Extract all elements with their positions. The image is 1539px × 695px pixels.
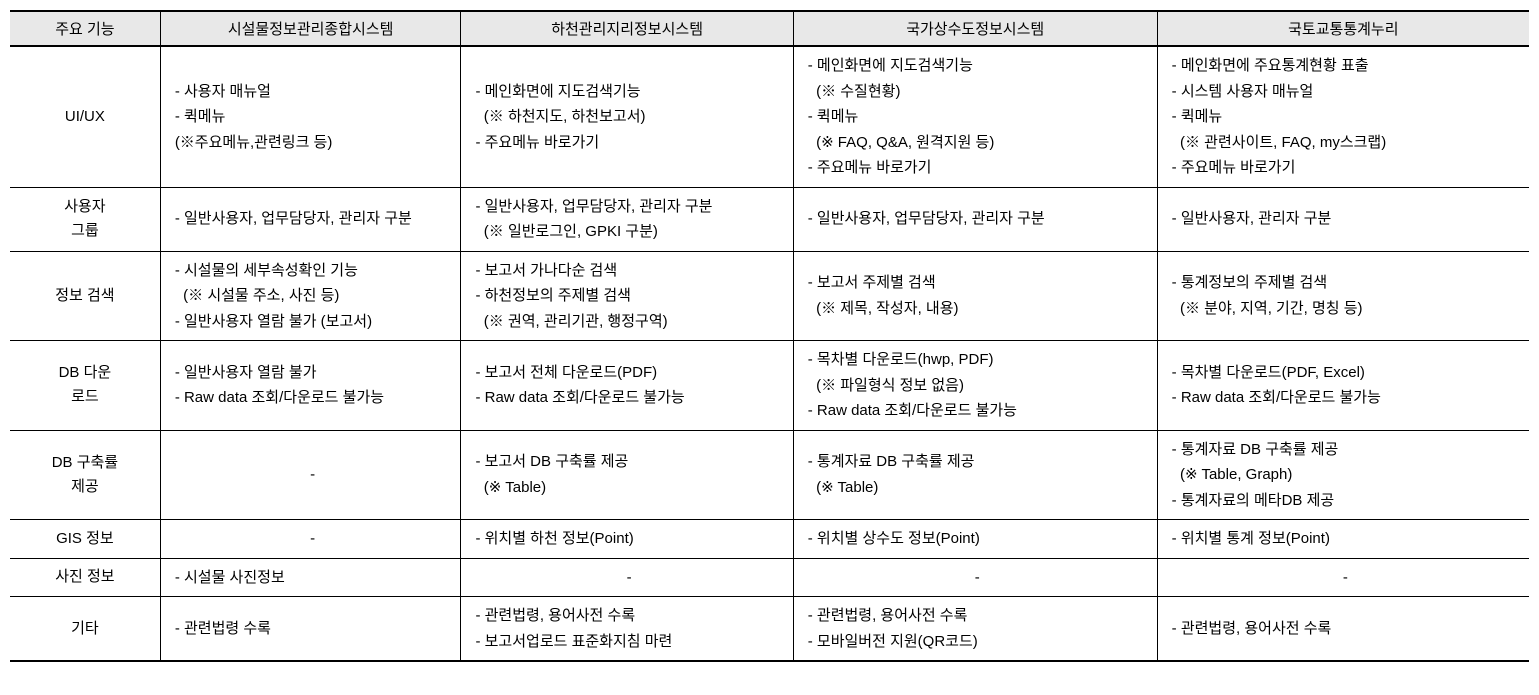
table-cell: - 관련법령, 용어사전 수록 <box>1157 597 1529 662</box>
table-cell: - 시설물 사진정보 <box>160 558 461 597</box>
table-row: UI/UX- 사용자 매뉴얼- 퀵메뉴(※주요메뉴,관련링크 등)- 메인화면에… <box>10 46 1529 187</box>
row-head: DB 다운로드 <box>10 341 160 431</box>
table-cell: - <box>461 558 793 597</box>
table-cell: - 일반사용자, 업무담당자, 관리자 구분 <box>793 187 1157 251</box>
table-cell: - 관련법령, 용어사전 수록- 보고서업로드 표준화지침 마련 <box>461 597 793 662</box>
col-header-system-3: 국가상수도정보시스템 <box>793 11 1157 46</box>
col-header-system-4: 국토교통통계누리 <box>1157 11 1529 46</box>
table-body: UI/UX- 사용자 매뉴얼- 퀵메뉴(※주요메뉴,관련링크 등)- 메인화면에… <box>10 46 1529 661</box>
row-head: 사용자그룹 <box>10 187 160 251</box>
table-row: GIS 정보-- 위치별 하천 정보(Point)- 위치별 상수도 정보(Po… <box>10 520 1529 559</box>
table-cell: - 시설물의 세부속성확인 기능 (※ 시설물 주소, 사진 등)- 일반사용자… <box>160 251 461 341</box>
table-cell: - 목차별 다운로드(PDF, Excel)- Raw data 조회/다운로드… <box>1157 341 1529 431</box>
table-cell: - 일반사용자, 업무담당자, 관리자 구분 <box>160 187 461 251</box>
table-cell: - 보고서 가나다순 검색- 하천정보의 주제별 검색 (※ 권역, 관리기관,… <box>461 251 793 341</box>
table-row: 기타- 관련법령 수록- 관련법령, 용어사전 수록- 보고서업로드 표준화지침… <box>10 597 1529 662</box>
table-cell: - <box>1157 558 1529 597</box>
table-cell: - 일반사용자 열람 불가- Raw data 조회/다운로드 불가능 <box>160 341 461 431</box>
table-cell: - 일반사용자, 업무담당자, 관리자 구분 (※ 일반로그인, GPKI 구분… <box>461 187 793 251</box>
table-cell: - <box>160 430 461 520</box>
table-header-row: 주요 기능 시설물정보관리종합시스템 하천관리지리정보시스템 국가상수도정보시스… <box>10 11 1529 46</box>
table-cell: - 관련법령 수록 <box>160 597 461 662</box>
col-header-system-1: 시설물정보관리종합시스템 <box>160 11 461 46</box>
table-cell: - 보고서 전체 다운로드(PDF)- Raw data 조회/다운로드 불가능 <box>461 341 793 431</box>
table-cell: - <box>160 520 461 559</box>
table-row: 정보 검색- 시설물의 세부속성확인 기능 (※ 시설물 주소, 사진 등)- … <box>10 251 1529 341</box>
table-row: 사진 정보- 시설물 사진정보--- <box>10 558 1529 597</box>
row-head: 정보 검색 <box>10 251 160 341</box>
table-cell: - 위치별 상수도 정보(Point) <box>793 520 1157 559</box>
row-head: UI/UX <box>10 46 160 187</box>
table-cell: - 위치별 통계 정보(Point) <box>1157 520 1529 559</box>
table-cell: - 메인화면에 주요통계현황 표출- 시스템 사용자 매뉴얼- 퀵메뉴 (※ 관… <box>1157 46 1529 187</box>
col-header-feature: 주요 기능 <box>10 11 160 46</box>
row-head: 사진 정보 <box>10 558 160 597</box>
table-cell: - 보고서 DB 구축률 제공 (※ Table) <box>461 430 793 520</box>
table-cell: - 사용자 매뉴얼- 퀵메뉴(※주요메뉴,관련링크 등) <box>160 46 461 187</box>
table-cell: - 위치별 하천 정보(Point) <box>461 520 793 559</box>
table-cell: - 메인화면에 지도검색기능 (※ 수질현황)- 퀵메뉴 (※ FAQ, Q&A… <box>793 46 1157 187</box>
comparison-table: 주요 기능 시설물정보관리종합시스템 하천관리지리정보시스템 국가상수도정보시스… <box>10 10 1529 662</box>
table-cell: - 통계자료 DB 구축률 제공 (※ Table) <box>793 430 1157 520</box>
table-cell: - 보고서 주제별 검색 (※ 제목, 작성자, 내용) <box>793 251 1157 341</box>
row-head: 기타 <box>10 597 160 662</box>
table-cell: - 일반사용자, 관리자 구분 <box>1157 187 1529 251</box>
table-cell: - <box>793 558 1157 597</box>
col-header-system-2: 하천관리지리정보시스템 <box>461 11 793 46</box>
table-row: DB 다운로드- 일반사용자 열람 불가- Raw data 조회/다운로드 불… <box>10 341 1529 431</box>
row-head: DB 구축률제공 <box>10 430 160 520</box>
table-row: DB 구축률제공-- 보고서 DB 구축률 제공 (※ Table)- 통계자료… <box>10 430 1529 520</box>
table-cell: - 통계자료 DB 구축률 제공 (※ Table, Graph)- 통계자료의… <box>1157 430 1529 520</box>
table-row: 사용자그룹- 일반사용자, 업무담당자, 관리자 구분- 일반사용자, 업무담당… <box>10 187 1529 251</box>
table-cell: - 통계정보의 주제별 검색 (※ 분야, 지역, 기간, 명칭 등) <box>1157 251 1529 341</box>
row-head: GIS 정보 <box>10 520 160 559</box>
table-cell: - 목차별 다운로드(hwp, PDF) (※ 파일형식 정보 없음)- Raw… <box>793 341 1157 431</box>
table-cell: - 관련법령, 용어사전 수록- 모바일버전 지원(QR코드) <box>793 597 1157 662</box>
table-cell: - 메인화면에 지도검색기능 (※ 하천지도, 하천보고서)- 주요메뉴 바로가… <box>461 46 793 187</box>
